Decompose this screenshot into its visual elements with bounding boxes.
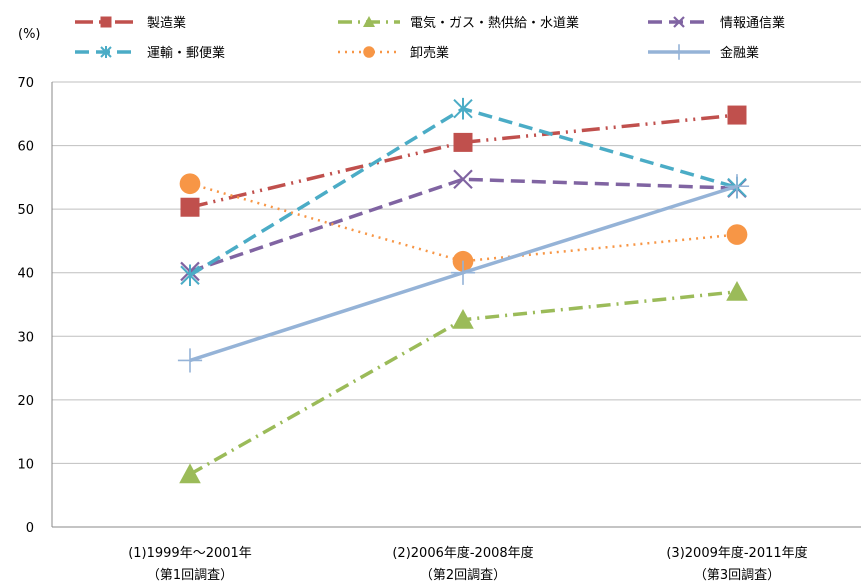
x-tick-label: （第2回調査） [420,568,506,583]
data-point [179,463,201,484]
x-tick-label: (3)2009年度-2011年度 [666,545,807,561]
legend-marker [673,16,685,28]
data-point [452,308,474,329]
series-line [189,182,738,263]
x-tick-label: (1)1999年～2001年 [128,546,252,561]
y-tick-label: 20 [17,394,34,409]
data-point [453,132,473,152]
series-line [189,113,738,209]
legend-label: 情報通信業 [720,15,785,31]
data-point [453,169,473,190]
y-tick-label: 0 [26,521,34,536]
legend-marker [671,44,687,60]
data-point [727,105,747,125]
legend-item: 運輸・郵便業 [75,45,225,61]
series-group [177,97,750,484]
legend-label: 卸売業 [410,45,449,61]
y-tick-label: 50 [17,203,34,218]
legend-marker [363,46,375,58]
data-point [724,174,750,199]
legend-item: 電気・ガス・熱供給・水道業 [338,15,579,31]
series-4 [179,173,748,272]
data-point [179,173,201,195]
legend-marker [100,46,112,58]
legend-label: 運輸・郵便業 [147,45,225,61]
x-axis: (1)1999年～2001年 （第1回調査） (2)2006年度-2008年度 （第2… [128,545,807,583]
data-point [180,197,200,217]
series-5 [177,174,750,373]
data-point [453,97,473,120]
x-tick-label: （第1回調査） [147,568,233,583]
series-1 [179,280,748,484]
legend-label: 電気・ガス・熱供給・水道業 [410,15,579,31]
legend-label: 金融業 [720,45,759,61]
y-axis-label: (%) [18,27,41,42]
data-point [726,224,748,245]
data-point [180,264,200,287]
x-tick-label: （第3回調査） [694,568,780,583]
legend-item: 情報通信業 [648,15,785,31]
series-line [189,177,738,274]
legend-item: 卸売業 [338,45,449,61]
y-tick-label: 10 [17,457,34,472]
y-tick-label: 40 [17,267,34,282]
data-point [450,260,476,285]
data-point [177,348,203,373]
series-0 [180,105,747,217]
legend-marker [363,16,375,27]
y-axis: 0 10 20 30 40 50 60 70 [17,76,861,536]
y-tick-label: 70 [17,76,34,91]
legend-item: 金融業 [648,44,759,61]
legend-item: 製造業 [75,15,186,31]
data-point [726,280,748,301]
legend-marker [100,16,112,28]
legend-label: 製造業 [147,15,186,31]
x-tick-label: (2)2006年度-2008年度 [392,545,533,561]
y-tick-label: 30 [17,330,34,345]
y-tick-label: 60 [17,140,34,155]
